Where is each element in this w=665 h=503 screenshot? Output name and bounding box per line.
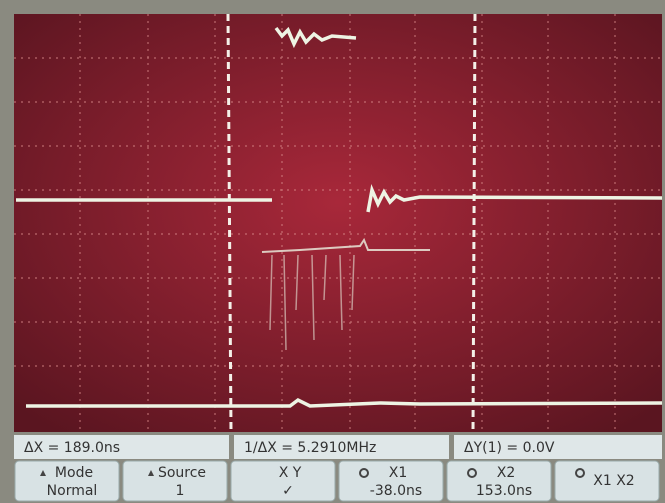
cursors [226, 13, 477, 433]
softkey-label[interactable]: X Y [279, 465, 302, 481]
status-text: ΔY(1) = 0.0V [464, 440, 555, 456]
softkey-value[interactable]: ✓ [282, 483, 294, 499]
softkey-value[interactable]: 153.0ns [476, 483, 532, 499]
screen [14, 14, 662, 432]
softkey-icon [40, 470, 46, 476]
status-box [454, 435, 662, 459]
softkey-icon [359, 468, 369, 478]
softkey-label[interactable]: X1 [389, 465, 408, 481]
status-box [14, 435, 229, 459]
softkey-value[interactable]: 1 [176, 483, 185, 499]
softkey-bg[interactable] [446, 460, 552, 502]
softkey[interactable]: Source 1 [122, 460, 228, 502]
softkey[interactable]: X1 X2 [554, 460, 660, 502]
softkey[interactable]: X1 -38.0ns [338, 460, 444, 502]
graticule [14, 14, 662, 432]
softkey-icon [148, 470, 154, 476]
softkey-label[interactable]: X1 X2 [593, 473, 634, 489]
softkey-bg[interactable] [122, 460, 228, 502]
status-text: ΔX = 189.0ns [24, 440, 120, 456]
status-box [234, 435, 449, 459]
softkey-bg[interactable] [14, 460, 120, 502]
traces [16, 26, 663, 408]
softkey-label[interactable]: X2 [497, 465, 516, 481]
softkey-label[interactable]: Source [158, 465, 206, 481]
softkey-value[interactable]: -38.0ns [370, 483, 422, 499]
softkey-bg[interactable] [554, 460, 660, 502]
softkey-value[interactable]: Normal [47, 483, 98, 499]
status-bar: ΔX = 189.0ns 1/ΔX = 5.2910MHz ΔY(1) = 0.… [14, 435, 662, 459]
softkey[interactable]: X Y ✓ [230, 460, 336, 502]
softkey-bg[interactable] [338, 460, 444, 502]
softkey-icon [467, 468, 477, 478]
softkey-bg[interactable] [230, 460, 336, 502]
softkey-icon [575, 468, 585, 478]
softkey-label[interactable]: Mode [55, 465, 93, 481]
status-text: 1/ΔX = 5.2910MHz [244, 440, 376, 456]
softkey[interactable]: Mode Normal [14, 460, 120, 502]
softkey[interactable]: X2 153.0ns [446, 460, 552, 502]
